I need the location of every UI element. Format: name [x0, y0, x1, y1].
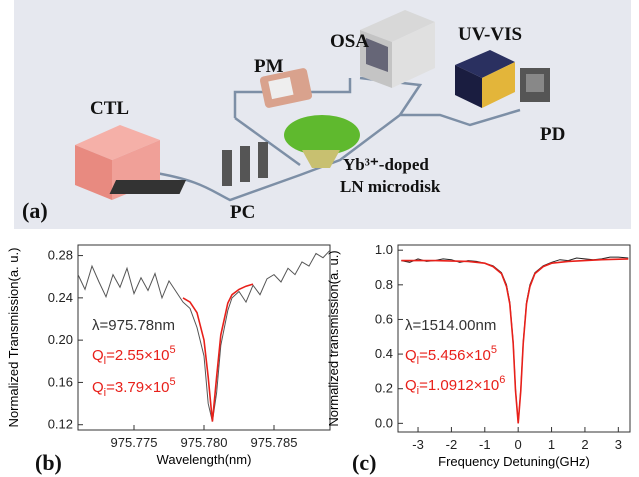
plot-frame — [398, 245, 630, 432]
y-tick-label: 0.4 — [375, 346, 393, 361]
uvvis-label: UV-VIS — [458, 24, 522, 45]
microdisk — [284, 115, 360, 155]
x-tick-label: -3 — [412, 437, 424, 452]
osa-label: OSA — [330, 31, 369, 52]
annotation-part: =3.79×10 — [106, 379, 169, 396]
annotation-part: λ=975.78nm — [92, 317, 175, 334]
annotation-part: =1.0912×10 — [419, 377, 499, 394]
photodetector — [520, 68, 550, 102]
pd-label: PD — [540, 124, 565, 145]
x-tick-label: 975.785 — [251, 435, 298, 450]
setup-diagram: CTL PC PM OSA UV-VIS PD Yb³⁺-doped LN mi… — [14, 0, 631, 229]
annotation: Qi=3.79×105 — [92, 376, 176, 399]
data-line — [401, 259, 628, 423]
annotation-part: Q — [405, 347, 417, 364]
disk-label: LN microdisk — [340, 177, 441, 196]
annotation-part: Q — [405, 377, 417, 394]
annotation-part: =5.456×10 — [419, 347, 491, 364]
panel-label: (c) — [352, 450, 376, 475]
annotation-part: 6 — [499, 374, 505, 386]
y-tick-label: 0.12 — [48, 417, 73, 432]
x-axis-label: Frequency Detuning(GHz) — [438, 454, 590, 469]
ctl-label: CTL — [90, 98, 129, 119]
pc-label: PC — [230, 202, 255, 223]
annotation-part: 5 — [170, 376, 176, 388]
x-tick-label: 3 — [615, 437, 622, 452]
y-tick-label: 0.20 — [48, 332, 73, 347]
x-tick-label: 2 — [581, 437, 588, 452]
y-tick-label: 0.24 — [48, 290, 73, 305]
data-line — [183, 284, 253, 421]
x-tick-label: -1 — [479, 437, 491, 452]
panel-label: (a) — [22, 198, 48, 223]
annotation-part: λ=1514.00nm — [405, 317, 496, 334]
x-axis-label: Wavelength(nm) — [157, 452, 252, 467]
y-tick-label: 1.0 — [375, 242, 393, 257]
annotation-part: 5 — [491, 344, 497, 356]
annotation: λ=975.78nm — [92, 317, 175, 334]
annotation: λ=1514.00nm — [405, 317, 496, 334]
x-tick-label: 0 — [515, 437, 522, 452]
annotation: Ql=2.55×105 — [92, 344, 176, 367]
annotation-part: Q — [92, 379, 104, 396]
y-axis-label: Normalized transmission(a. u.) — [326, 250, 341, 426]
y-tick-label: 0.2 — [375, 381, 393, 396]
x-tick-label: 975.780 — [181, 435, 228, 450]
annotation: Ql=5.456×105 — [405, 344, 497, 367]
x-tick-label: -2 — [446, 437, 458, 452]
figure: CTL PC PM OSA UV-VIS PD Yb³⁺-doped LN mi… — [0, 0, 639, 477]
data-line — [401, 257, 628, 423]
annotation-part: 5 — [170, 344, 176, 356]
y-tick-label: 0.8 — [375, 277, 393, 292]
annotation-part: Q — [92, 347, 104, 364]
y-tick-label: 0.28 — [48, 248, 73, 263]
panel-label: (b) — [35, 450, 62, 475]
annotation: Qi=1.0912×106 — [405, 374, 505, 397]
disk-label: Yb³⁺-doped — [343, 155, 429, 174]
x-tick-label: 1 — [548, 437, 555, 452]
y-tick-label: 0.0 — [375, 415, 393, 430]
pm-label: PM — [254, 56, 284, 77]
y-axis-label: Normalized Transmission(a. u.) — [6, 248, 21, 428]
x-tick-label: 975.775 — [111, 435, 158, 450]
annotation-part: =2.55×10 — [106, 347, 169, 364]
y-tick-label: 0.6 — [375, 311, 393, 326]
y-tick-label: 0.16 — [48, 374, 73, 389]
